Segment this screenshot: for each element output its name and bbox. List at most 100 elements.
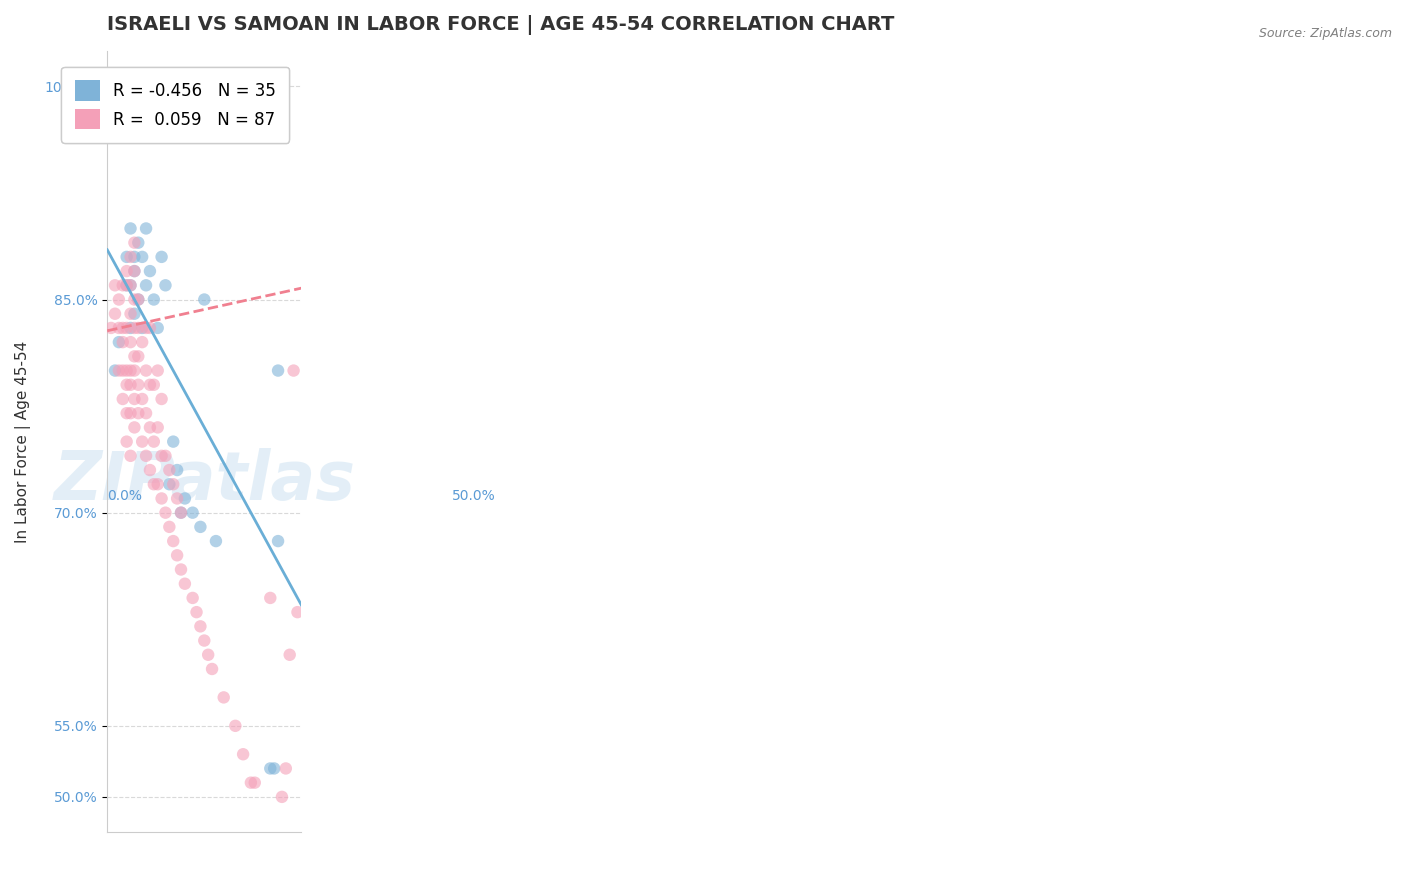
Point xyxy=(157,477,180,491)
Point xyxy=(115,278,138,293)
Point xyxy=(181,591,204,605)
Point xyxy=(166,463,188,477)
Point xyxy=(124,392,146,406)
Point xyxy=(104,307,127,321)
Point xyxy=(190,619,212,633)
Point xyxy=(115,377,138,392)
Point xyxy=(135,449,157,463)
Point xyxy=(259,591,281,605)
Point xyxy=(120,449,142,463)
Point xyxy=(127,350,149,364)
Point xyxy=(120,278,142,293)
Point xyxy=(124,321,146,335)
Point xyxy=(162,534,184,549)
Point xyxy=(100,321,122,335)
Point xyxy=(131,392,153,406)
Point xyxy=(173,491,195,506)
Point xyxy=(115,250,138,264)
Text: 0.0%: 0.0% xyxy=(107,489,142,502)
Point xyxy=(278,648,301,662)
Point xyxy=(193,293,215,307)
Point xyxy=(274,761,297,775)
Point xyxy=(139,377,162,392)
Point xyxy=(120,335,142,350)
Point xyxy=(127,235,149,250)
Point xyxy=(157,520,180,534)
Point xyxy=(108,363,131,377)
Point xyxy=(150,392,173,406)
Point xyxy=(120,377,142,392)
Point xyxy=(197,648,219,662)
Point xyxy=(157,463,180,477)
Point xyxy=(111,363,134,377)
Point xyxy=(135,278,157,293)
Point xyxy=(108,321,131,335)
Point xyxy=(115,434,138,449)
Point xyxy=(142,477,165,491)
Text: ZIPatlas: ZIPatlas xyxy=(53,448,356,514)
Point xyxy=(283,363,305,377)
Point xyxy=(124,235,146,250)
Point xyxy=(115,363,138,377)
Point xyxy=(146,321,169,335)
Point xyxy=(142,434,165,449)
Legend: R = -0.456   N = 35, R =  0.059   N = 87: R = -0.456 N = 35, R = 0.059 N = 87 xyxy=(62,67,290,143)
Point xyxy=(150,449,173,463)
Point xyxy=(127,321,149,335)
Point xyxy=(124,420,146,434)
Point xyxy=(201,662,224,676)
Text: 50.0%: 50.0% xyxy=(451,489,495,502)
Point xyxy=(181,506,204,520)
Point xyxy=(127,293,149,307)
Point xyxy=(162,434,184,449)
Point xyxy=(155,278,177,293)
Point xyxy=(155,506,177,520)
Point xyxy=(205,534,228,549)
Point xyxy=(170,506,193,520)
Point xyxy=(124,250,146,264)
Point xyxy=(150,250,173,264)
Point xyxy=(131,335,153,350)
Y-axis label: In Labor Force | Age 45-54: In Labor Force | Age 45-54 xyxy=(15,341,31,542)
Point xyxy=(115,321,138,335)
Point xyxy=(139,420,162,434)
Point xyxy=(124,264,146,278)
Point xyxy=(111,321,134,335)
Point xyxy=(287,605,309,619)
Point xyxy=(120,406,142,420)
Point xyxy=(155,449,177,463)
Point xyxy=(131,321,153,335)
Point xyxy=(115,278,138,293)
Point xyxy=(142,293,165,307)
Point xyxy=(120,307,142,321)
Point xyxy=(139,264,162,278)
Point xyxy=(104,278,127,293)
Point xyxy=(111,392,134,406)
Point xyxy=(124,350,146,364)
Point xyxy=(124,307,146,321)
Point xyxy=(263,761,285,775)
Point xyxy=(108,293,131,307)
Point xyxy=(131,434,153,449)
Point xyxy=(166,491,188,506)
Point xyxy=(239,775,262,789)
Point xyxy=(243,775,266,789)
Point xyxy=(115,264,138,278)
Point xyxy=(120,363,142,377)
Point xyxy=(124,264,146,278)
Point xyxy=(111,335,134,350)
Point xyxy=(142,377,165,392)
Point xyxy=(170,562,193,576)
Point xyxy=(190,520,212,534)
Point xyxy=(115,406,138,420)
Point xyxy=(146,477,169,491)
Point xyxy=(193,633,215,648)
Point xyxy=(108,335,131,350)
Point xyxy=(104,363,127,377)
Point xyxy=(224,719,246,733)
Point xyxy=(127,406,149,420)
Point xyxy=(120,250,142,264)
Point xyxy=(259,761,281,775)
Point xyxy=(111,278,134,293)
Point xyxy=(267,534,290,549)
